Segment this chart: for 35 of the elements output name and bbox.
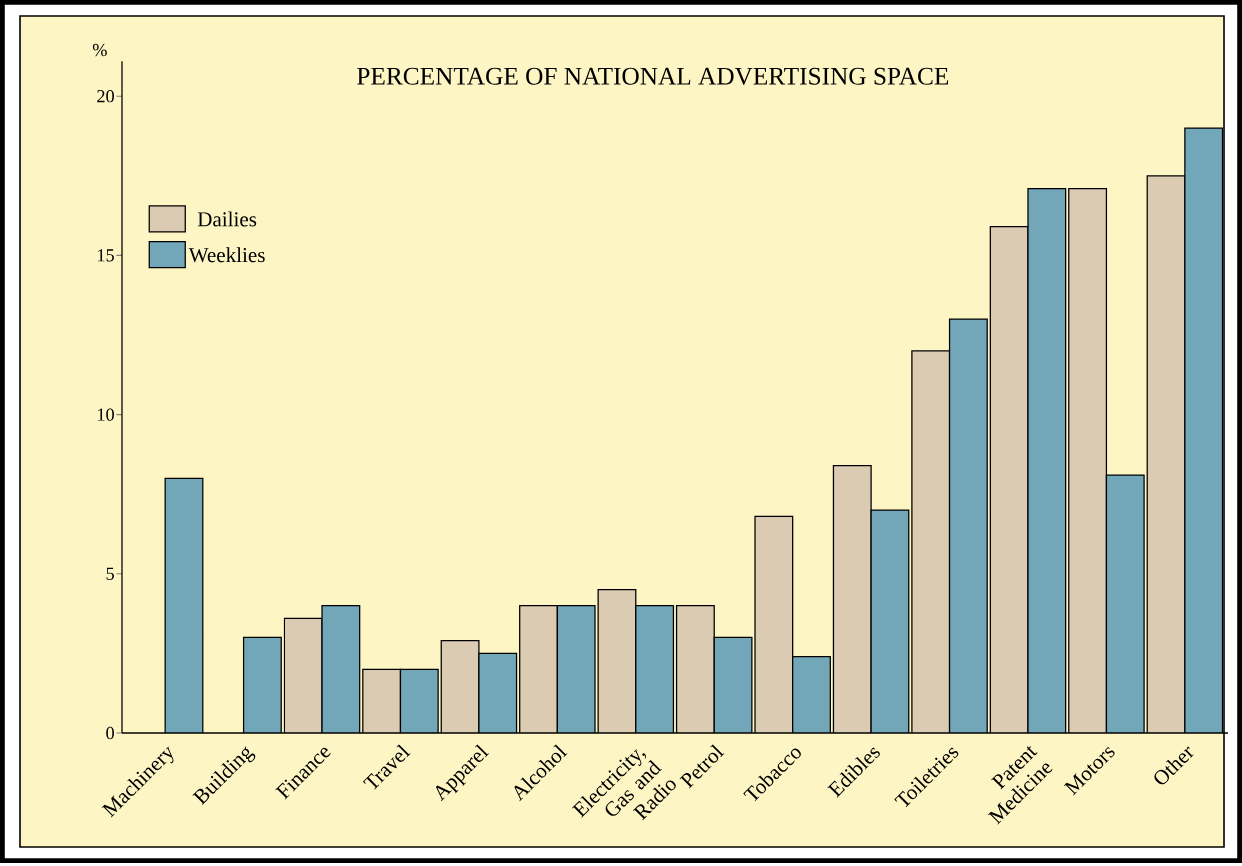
bar [362,669,401,734]
bar [478,653,517,734]
bar [714,637,752,734]
bar [1184,127,1224,734]
bar [1027,188,1066,734]
bar [1068,188,1107,734]
bar [284,618,323,734]
bar [792,656,831,734]
bar [833,465,872,734]
bar [519,605,558,734]
legend-label: Weeklies [188,247,265,263]
y-tick-label: 15 [98,249,114,262]
bar [165,478,203,734]
bar [871,510,909,734]
bar [755,516,793,734]
bar [598,589,636,734]
chart-title: PERCENTAGE OF NATIONAL ADVERTISING SPACE [357,67,949,86]
bar [949,319,988,734]
bar [322,605,360,734]
y-tick-label: 20 [97,90,114,103]
bar [635,605,674,734]
bar [400,669,439,734]
legend-label: Dailies [197,211,257,227]
bar [676,605,715,734]
y-tick-label: 5 [106,567,114,581]
y-tick-label: 10 [98,408,114,421]
bar [557,605,595,734]
bar [911,351,950,734]
bar [441,640,479,734]
bar [1106,475,1145,734]
y-tick-label: 0 [106,727,114,740]
y-axis-title: % [92,43,107,57]
bar [243,637,282,734]
bar [990,226,1028,734]
bar [1146,175,1186,734]
